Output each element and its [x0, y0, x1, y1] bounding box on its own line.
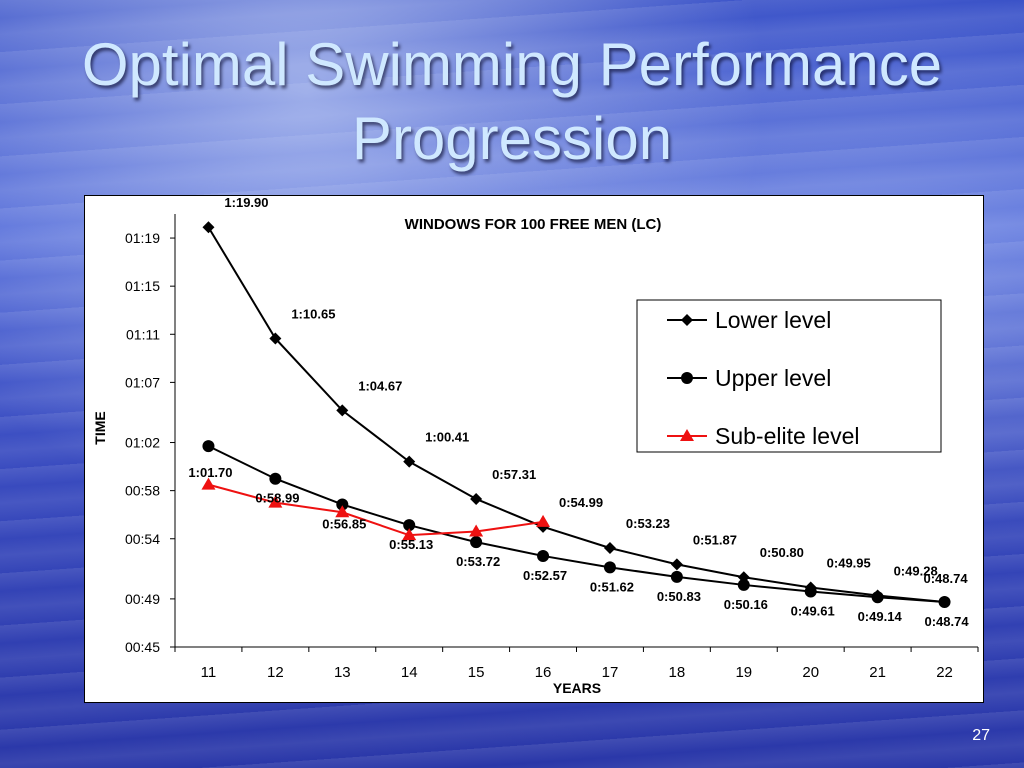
- x-tick-label: 15: [468, 664, 485, 681]
- y-tick-label: 00:45: [125, 639, 160, 655]
- data-label: 0:49.14: [858, 609, 903, 624]
- series-2-point: [269, 472, 282, 485]
- data-label: 0:48.74: [923, 571, 968, 586]
- x-tick-label: 17: [602, 664, 619, 681]
- slide-title: Optimal Swimming Performance Progression: [0, 28, 1024, 176]
- y-tick-label: 00:49: [125, 591, 160, 607]
- series-2-point: [670, 570, 683, 583]
- series-3-point: [402, 528, 417, 541]
- series-2-point: [871, 591, 884, 604]
- legend-label: Lower level: [715, 307, 831, 333]
- series-1-point: [202, 221, 215, 234]
- series-3-point: [469, 524, 484, 537]
- data-label: 0:58.99: [255, 491, 299, 506]
- legend-label: Sub-elite level: [715, 423, 859, 449]
- x-tick-label: 13: [334, 664, 351, 681]
- data-label: 0:49.28: [894, 564, 938, 579]
- data-label: 0:52.57: [523, 568, 567, 583]
- data-label: 0:50.16: [724, 597, 768, 612]
- x-tick-label: 14: [401, 664, 418, 681]
- data-label: 1:04.67: [358, 378, 402, 393]
- data-label: 1:19.90: [224, 196, 268, 210]
- y-tick-label: 00:58: [125, 483, 160, 499]
- y-tick-label: 00:54: [125, 531, 160, 547]
- series-3-point: [335, 505, 350, 518]
- x-tick-label: 22: [936, 664, 953, 681]
- series-2-point: [603, 561, 616, 574]
- legend-marker-1: [681, 314, 693, 326]
- data-label: 1:01.70: [188, 465, 232, 480]
- series-1-point: [670, 558, 683, 571]
- y-tick-label: 01:07: [125, 374, 160, 390]
- chart-panel: WINDOWS FOR 100 FREE MEN (LC) 00:45 00:49 0…: [84, 195, 984, 703]
- x-tick-label: 18: [669, 664, 686, 681]
- series-1-point: [336, 404, 349, 417]
- slide-number: 27: [972, 727, 990, 744]
- data-label: 0:53.23: [626, 516, 670, 531]
- series-1-point: [403, 455, 416, 468]
- data-label: 0:50.80: [760, 545, 804, 560]
- legend-marker-2: [681, 372, 693, 384]
- line-chart: WINDOWS FOR 100 FREE MEN (LC) 00:45 00:49 0…: [92, 196, 979, 696]
- series-2-point: [470, 536, 483, 549]
- data-label: 1:10.65: [291, 306, 335, 321]
- x-tick-label: 16: [535, 664, 552, 681]
- legend-marker-3: [680, 429, 694, 441]
- series-1-point: [603, 542, 616, 555]
- x-tick-label: 19: [735, 664, 752, 681]
- data-label: 0:51.87: [693, 532, 737, 547]
- series-2-point: [336, 498, 349, 511]
- data-label: 1:00.41: [425, 430, 469, 445]
- legend-label: Upper level: [715, 365, 831, 391]
- series-3-point: [201, 477, 216, 490]
- series-3-point: [536, 514, 551, 527]
- x-tick-label: 11: [201, 664, 217, 681]
- data-label: 0:50.83: [657, 589, 701, 604]
- data-label: 0:48.74: [924, 614, 969, 629]
- series-2-point: [202, 440, 215, 453]
- x-axis-label: YEARS: [553, 680, 601, 696]
- x-tick-label: 12: [267, 664, 284, 681]
- data-label: 0:49.95: [827, 555, 871, 570]
- series-3-point: [268, 495, 283, 508]
- x-tick-label: 20: [802, 664, 819, 681]
- chart-title: WINDOWS FOR 100 FREE MEN (LC): [405, 216, 662, 233]
- series-1-point: [470, 492, 483, 505]
- series-line-2: [208, 445, 945, 604]
- series-2-point: [938, 596, 951, 609]
- y-axis-label: TIME: [92, 411, 108, 444]
- data-label: 0:54.99: [559, 495, 603, 510]
- y-tick-label: 01:19: [125, 230, 160, 246]
- data-label: 0:55.13: [389, 537, 433, 552]
- y-tick-label: 01:02: [125, 435, 160, 451]
- title-line-1: Optimal Swimming Performance: [81, 31, 943, 98]
- data-label: 0:53.72: [456, 554, 500, 569]
- series-2-point: [537, 549, 550, 562]
- series-2-point: [804, 585, 817, 598]
- series-2-point: [737, 578, 750, 591]
- title-line-2: Progression: [351, 105, 673, 172]
- series-2-point: [403, 519, 416, 532]
- data-label: 0:49.61: [791, 604, 835, 619]
- y-tick-label: 01:15: [125, 278, 160, 294]
- series-line-3: [208, 483, 544, 537]
- series-1-point: [269, 332, 282, 345]
- data-label: 0:56.85: [322, 516, 366, 531]
- data-label: 0:51.62: [590, 579, 634, 594]
- x-tick-label: 21: [869, 664, 886, 681]
- data-label: 0:57.31: [492, 467, 536, 482]
- y-tick-label: 01:11: [126, 326, 160, 342]
- series-line-1: [207, 226, 945, 604]
